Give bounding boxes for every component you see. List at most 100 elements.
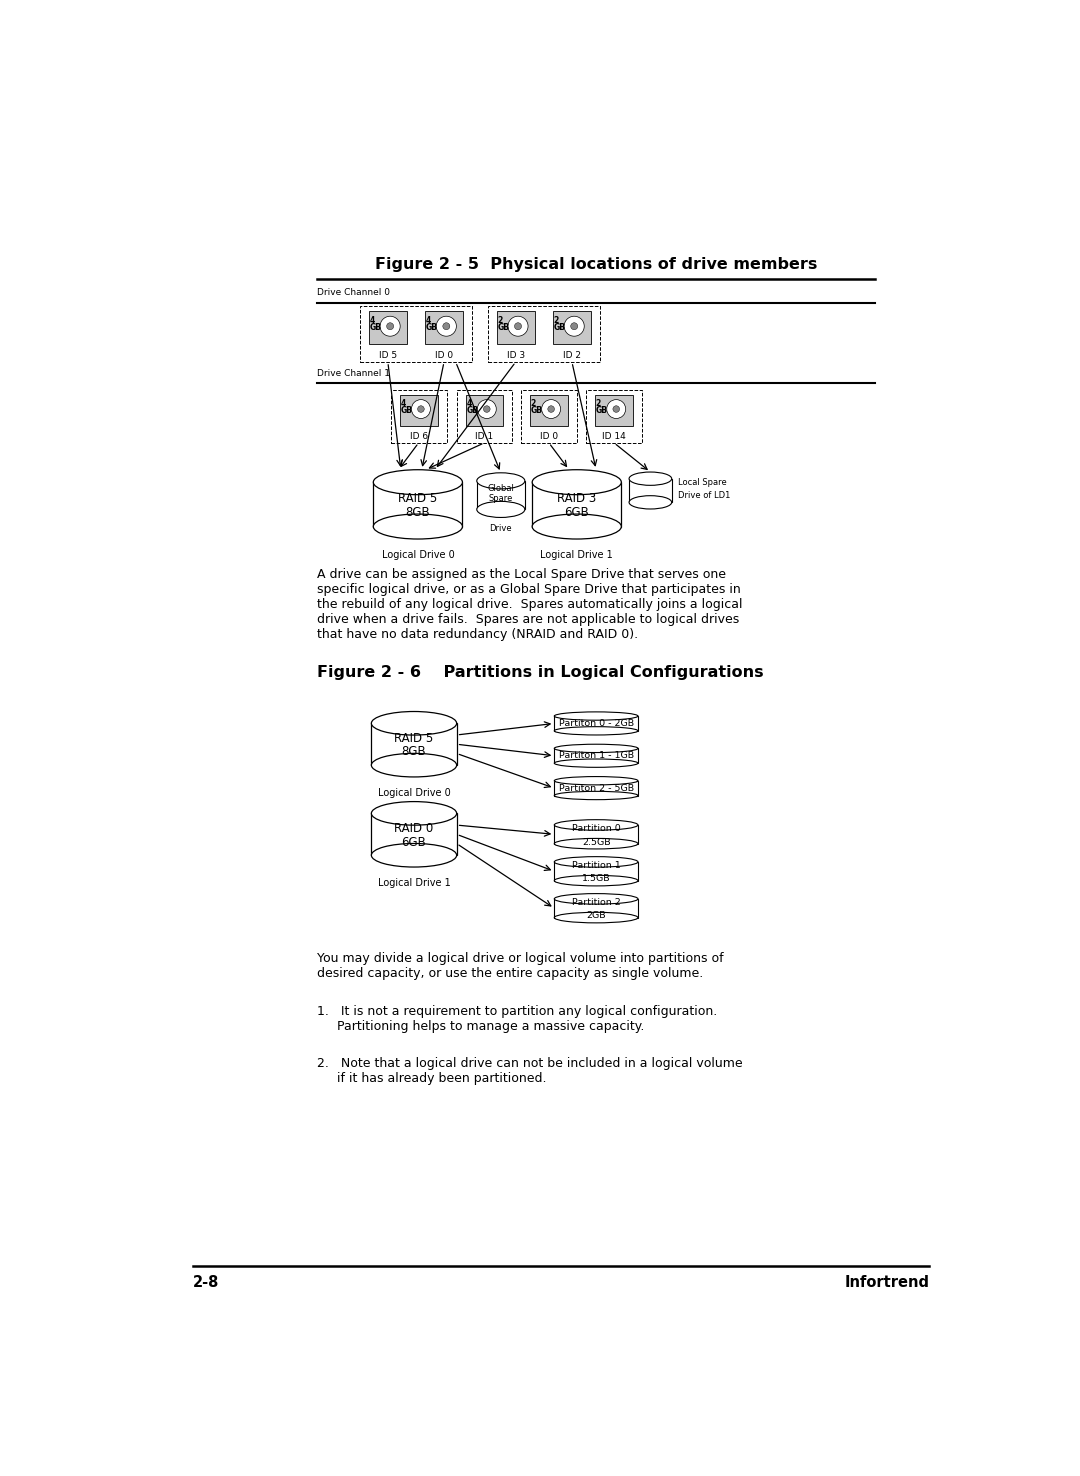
Text: RAID 0: RAID 0 bbox=[394, 822, 434, 835]
Text: the rebuild of any logical drive.  Spares automatically joins a logical: the rebuild of any logical drive. Spares… bbox=[318, 598, 743, 611]
FancyBboxPatch shape bbox=[497, 311, 535, 344]
Ellipse shape bbox=[554, 776, 638, 785]
Text: A drive can be assigned as the Local Spare Drive that serves one: A drive can be assigned as the Local Spa… bbox=[318, 568, 726, 582]
Ellipse shape bbox=[554, 726, 638, 735]
Text: GB: GB bbox=[554, 323, 566, 332]
Ellipse shape bbox=[554, 856, 638, 868]
Ellipse shape bbox=[554, 759, 638, 768]
Polygon shape bbox=[554, 862, 638, 881]
Text: if it has already been partitioned.: if it has already been partitioned. bbox=[318, 1072, 546, 1085]
Text: ID 1: ID 1 bbox=[475, 432, 494, 441]
Ellipse shape bbox=[374, 514, 462, 539]
Polygon shape bbox=[554, 781, 638, 796]
Text: Drive Channel 0: Drive Channel 0 bbox=[318, 288, 390, 297]
Text: GB: GB bbox=[530, 406, 542, 415]
Ellipse shape bbox=[372, 711, 457, 735]
Ellipse shape bbox=[554, 875, 638, 886]
Text: RAID 5: RAID 5 bbox=[399, 493, 437, 505]
Text: 2: 2 bbox=[498, 316, 502, 325]
Circle shape bbox=[380, 316, 401, 337]
Ellipse shape bbox=[554, 819, 638, 830]
Polygon shape bbox=[554, 716, 638, 731]
Text: Partiton 1 - 1GB: Partiton 1 - 1GB bbox=[558, 751, 634, 760]
Circle shape bbox=[436, 316, 457, 337]
Text: 6GB: 6GB bbox=[565, 506, 589, 518]
Ellipse shape bbox=[532, 469, 621, 494]
Polygon shape bbox=[532, 483, 621, 527]
Text: Logical Drive 0: Logical Drive 0 bbox=[381, 549, 455, 559]
Text: GB: GB bbox=[401, 406, 413, 415]
Circle shape bbox=[514, 323, 522, 329]
Ellipse shape bbox=[554, 744, 638, 753]
Polygon shape bbox=[554, 899, 638, 918]
Ellipse shape bbox=[629, 496, 672, 509]
Circle shape bbox=[387, 323, 393, 329]
Text: that have no data redundancy (NRAID and RAID 0).: that have no data redundancy (NRAID and … bbox=[318, 629, 638, 642]
FancyBboxPatch shape bbox=[424, 311, 463, 344]
Circle shape bbox=[443, 323, 450, 329]
Polygon shape bbox=[554, 825, 638, 844]
Text: 2: 2 bbox=[530, 399, 536, 407]
Ellipse shape bbox=[372, 753, 457, 776]
Text: 8GB: 8GB bbox=[406, 506, 430, 518]
Text: Partition 2: Partition 2 bbox=[571, 899, 621, 908]
Ellipse shape bbox=[629, 472, 672, 486]
Text: 4: 4 bbox=[467, 399, 472, 407]
Polygon shape bbox=[374, 483, 462, 527]
Ellipse shape bbox=[532, 514, 621, 539]
Circle shape bbox=[411, 400, 431, 419]
Text: 2: 2 bbox=[596, 399, 600, 407]
FancyBboxPatch shape bbox=[368, 311, 407, 344]
Text: 8GB: 8GB bbox=[402, 745, 427, 759]
Circle shape bbox=[548, 406, 554, 412]
Ellipse shape bbox=[372, 801, 457, 825]
Text: 4: 4 bbox=[426, 316, 431, 325]
Polygon shape bbox=[372, 813, 457, 855]
Text: RAID 5: RAID 5 bbox=[394, 732, 434, 745]
FancyBboxPatch shape bbox=[465, 394, 503, 427]
Circle shape bbox=[477, 400, 497, 419]
Text: ID 6: ID 6 bbox=[409, 432, 428, 441]
Text: drive when a drive fails.  Spares are not applicable to logical drives: drive when a drive fails. Spares are not… bbox=[318, 614, 740, 626]
Text: Infortrend: Infortrend bbox=[845, 1275, 930, 1290]
Text: ID 14: ID 14 bbox=[602, 432, 625, 441]
Text: specific logical drive, or as a Global Spare Drive that participates in: specific logical drive, or as a Global S… bbox=[318, 583, 741, 596]
Text: Partiton 2 - 5GB: Partiton 2 - 5GB bbox=[558, 784, 634, 793]
Text: Drive: Drive bbox=[489, 524, 512, 533]
FancyBboxPatch shape bbox=[400, 394, 437, 427]
Polygon shape bbox=[372, 723, 457, 765]
Text: Logical Drive 1: Logical Drive 1 bbox=[540, 549, 613, 559]
Text: Partition 1: Partition 1 bbox=[571, 862, 621, 871]
Ellipse shape bbox=[554, 838, 638, 849]
Ellipse shape bbox=[554, 711, 638, 720]
Ellipse shape bbox=[554, 791, 638, 800]
Text: 2.   Note that a logical drive can not be included in a logical volume: 2. Note that a logical drive can not be … bbox=[318, 1057, 743, 1070]
Text: Logical Drive 1: Logical Drive 1 bbox=[378, 878, 450, 889]
Text: 2GB: 2GB bbox=[586, 912, 606, 921]
Text: Partiton 0 - 2GB: Partiton 0 - 2GB bbox=[558, 719, 634, 728]
Text: Figure 2 - 5  Physical locations of drive members: Figure 2 - 5 Physical locations of drive… bbox=[375, 257, 818, 273]
Text: GB: GB bbox=[369, 323, 381, 332]
Text: ID 3: ID 3 bbox=[507, 351, 525, 360]
Circle shape bbox=[607, 400, 625, 419]
Text: RAID 3: RAID 3 bbox=[557, 493, 596, 505]
Ellipse shape bbox=[476, 502, 525, 518]
Text: Figure 2 - 6    Partitions in Logical Configurations: Figure 2 - 6 Partitions in Logical Confi… bbox=[318, 666, 764, 680]
Text: ID 5: ID 5 bbox=[379, 351, 397, 360]
Text: 6GB: 6GB bbox=[402, 835, 427, 849]
Circle shape bbox=[484, 406, 490, 412]
FancyBboxPatch shape bbox=[595, 394, 633, 427]
Text: Drive Channel 1: Drive Channel 1 bbox=[318, 369, 390, 378]
Ellipse shape bbox=[372, 843, 457, 866]
Ellipse shape bbox=[374, 469, 462, 494]
Circle shape bbox=[508, 316, 528, 337]
Circle shape bbox=[564, 316, 584, 337]
Circle shape bbox=[570, 323, 578, 329]
Ellipse shape bbox=[476, 472, 525, 489]
Text: desired capacity, or use the entire capacity as single volume.: desired capacity, or use the entire capa… bbox=[318, 967, 703, 980]
Text: GB: GB bbox=[426, 323, 437, 332]
Text: Partition 0: Partition 0 bbox=[571, 825, 621, 834]
Text: Partitioning helps to manage a massive capacity.: Partitioning helps to manage a massive c… bbox=[318, 1020, 645, 1033]
Polygon shape bbox=[554, 748, 638, 763]
Text: Logical Drive 0: Logical Drive 0 bbox=[378, 788, 450, 797]
